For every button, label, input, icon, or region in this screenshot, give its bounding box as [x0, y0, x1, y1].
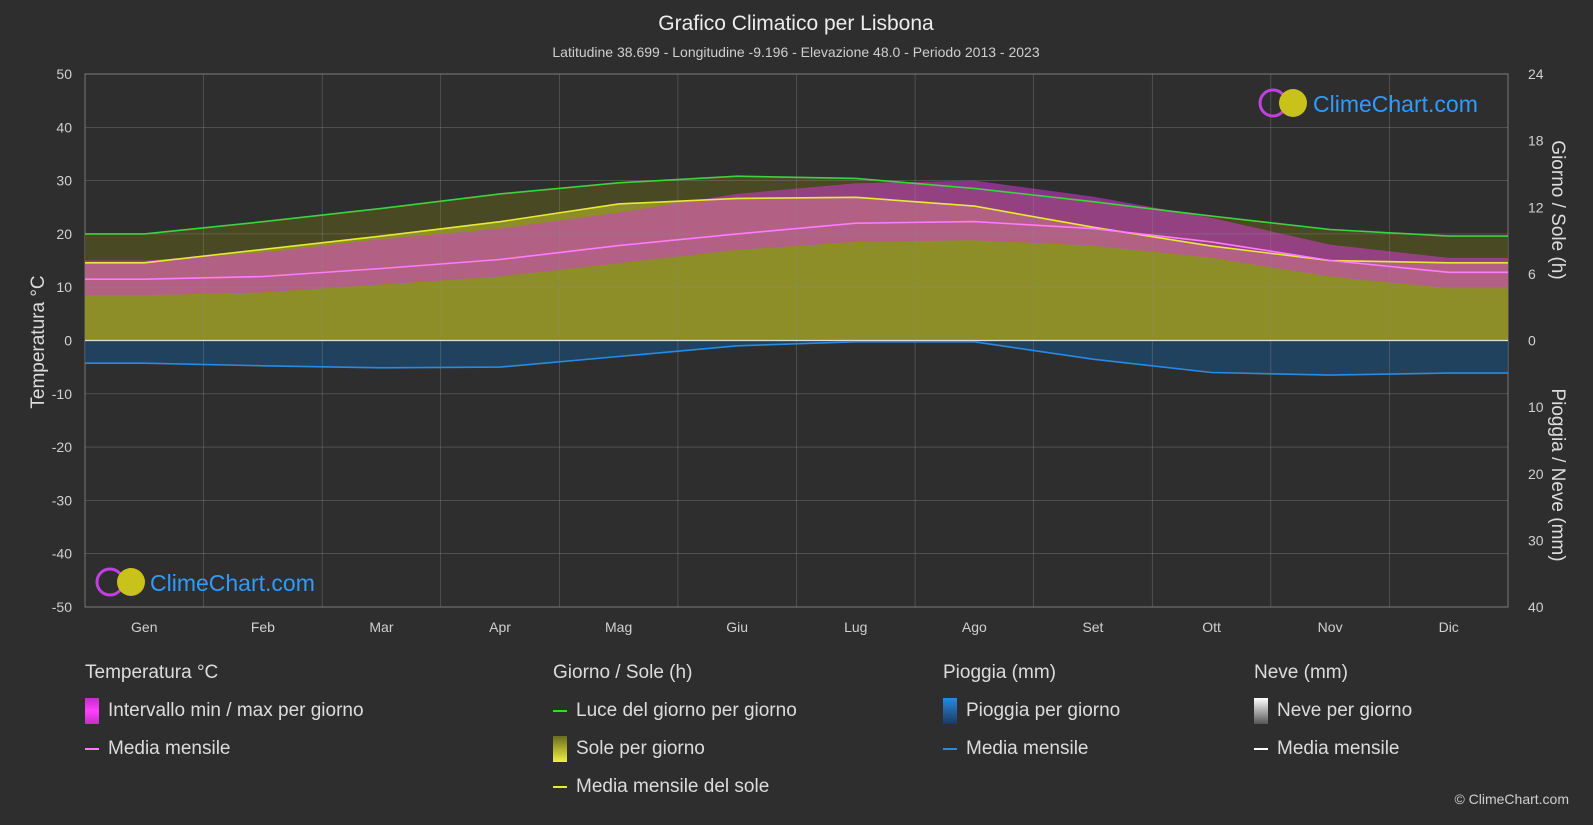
x-tick-label: Set [1082, 619, 1103, 635]
legend-label: Media mensile [966, 738, 1089, 759]
logo-sun-icon [1279, 89, 1307, 117]
daylight-swatch [553, 710, 567, 712]
temp-range-swatch [85, 698, 99, 724]
legend-item-snow-mean: Media mensile [1254, 738, 1412, 760]
y-right-top-tick-label: 0 [1528, 333, 1536, 349]
climate-chart: Grafico Climatico per Lisbona Latitudine… [28, 12, 1568, 635]
x-tick-label: Feb [251, 619, 275, 635]
y-left-axis-title: Temperatura °C [28, 275, 49, 408]
y-left-tick-label: -10 [52, 386, 72, 402]
legend-item-daylight: Luce del giorno per giorno [553, 700, 797, 722]
sun-mean-swatch [553, 786, 567, 788]
y-right-top-tick-label: 18 [1528, 133, 1544, 149]
x-tick-label: Mag [605, 619, 632, 635]
x-tick-label: Mar [369, 619, 393, 635]
y-right-top-axis-title: Giorno / Sole (h) [1547, 140, 1568, 279]
legend-temperature: Temperatura °C Intervallo min / max per … [85, 662, 364, 776]
snow-mean-swatch [1254, 748, 1268, 750]
legend-item-temp-range: Intervallo min / max per giorno [85, 698, 364, 724]
x-tick-label: Ago [962, 619, 987, 635]
rain-mean-line [85, 341, 1508, 376]
brand-text-bottom: ClimeChart.com [150, 570, 315, 596]
legend-item-sun-mean: Media mensile del sole [553, 776, 797, 798]
y-right-bottom-tick-label: 20 [1528, 466, 1544, 482]
legend-item-snow-daily: Neve per giorno [1254, 698, 1413, 724]
y-left-tick-label: 20 [56, 226, 72, 242]
temp-mean-line [85, 220, 1508, 280]
y-right-top-tick-label: 24 [1528, 66, 1544, 82]
y-right-top-tick-label: 6 [1528, 266, 1536, 282]
y-left-tick-label: 50 [56, 66, 72, 82]
legend-label: Pioggia per giorno [966, 700, 1121, 721]
brand-text-top: ClimeChart.com [1313, 91, 1478, 117]
y-left-tick-label: 10 [56, 279, 72, 295]
brand-logo-top: ClimeChart.com [1258, 88, 1478, 118]
x-tick-label: Giu [726, 619, 748, 635]
chart-subtitle: Latitudine 38.699 - Longitudine -9.196 -… [552, 44, 1039, 60]
y-right-bottom-tick-label: 40 [1528, 599, 1544, 615]
x-tick-label: Ott [1202, 619, 1221, 635]
brand-logo-bottom: ClimeChart.com [95, 567, 315, 597]
y-left-tick-label: 40 [56, 119, 72, 135]
rain-mean-swatch [943, 748, 957, 750]
legend-header-snow: Neve (mm) [1254, 662, 1348, 683]
legend-item-temp-mean: Media mensile [85, 738, 364, 760]
legend-label: Sole per giorno [576, 738, 705, 759]
x-tick-label: Apr [489, 619, 511, 635]
legend-header-rain: Pioggia (mm) [943, 662, 1056, 683]
legend-item-rain-mean: Media mensile [943, 738, 1120, 760]
plot-area: 50 40 30 20 10 0 -10 -20 -30 -40 -50 Gen Feb Mar Apr Ma… [52, 66, 1544, 635]
legend-sun: Giorno / Sole (h) Luce del giorno per gi… [553, 662, 797, 814]
x-tick-label: Lug [844, 619, 867, 635]
legend-label: Intervallo min / max per giorno [108, 700, 364, 721]
legend-label: Media mensile [108, 738, 231, 759]
legend-item-rain-daily: Pioggia per giorno [943, 698, 1121, 724]
x-tick-label: Gen [131, 619, 157, 635]
legend-header-temperature: Temperatura °C [85, 662, 219, 683]
y-left-tick-label: -40 [52, 546, 72, 562]
x-tick-label: Nov [1318, 619, 1343, 635]
y-left-tick-label: -50 [52, 599, 72, 615]
legend-label: Luce del giorno per giorno [576, 700, 797, 721]
y-left-tick-label: 30 [56, 173, 72, 189]
legend-label: Media mensile del sole [576, 776, 770, 797]
x-tick-label: Dic [1439, 619, 1459, 635]
legend-label: Neve per giorno [1277, 700, 1413, 721]
y-left-tick-label: -20 [52, 439, 72, 455]
legend-label: Media mensile [1277, 738, 1400, 759]
chart-title: Grafico Climatico per Lisbona [658, 12, 934, 35]
daylight-line [85, 175, 1508, 237]
temp-mean-swatch [85, 748, 99, 750]
y-right-bottom-tick-label: 10 [1528, 399, 1544, 415]
y-right-top-tick-label: 12 [1528, 199, 1544, 215]
copyright-notice: © ClimeChart.com [1454, 791, 1569, 807]
sun-daily-swatch [553, 736, 567, 762]
legend-header-sun: Giorno / Sole (h) [553, 662, 693, 683]
y-right-bottom-tick-label: 30 [1528, 532, 1544, 548]
y-right-bottom-axis-title: Pioggia / Neve (mm) [1547, 388, 1568, 561]
legend-item-sun-daily: Sole per giorno [553, 736, 797, 762]
y-left-tick-label: 0 [64, 333, 72, 349]
logo-sun-icon [117, 568, 145, 596]
y-left-tick-label: -30 [52, 492, 72, 508]
legend-snow: Neve (mm) Neve per giorno Media mensile [1254, 662, 1412, 776]
snow-daily-swatch [1254, 698, 1268, 724]
legend-rain: Pioggia (mm) Pioggia per giorno Media me… [943, 662, 1120, 776]
rain-daily-swatch [943, 698, 957, 724]
